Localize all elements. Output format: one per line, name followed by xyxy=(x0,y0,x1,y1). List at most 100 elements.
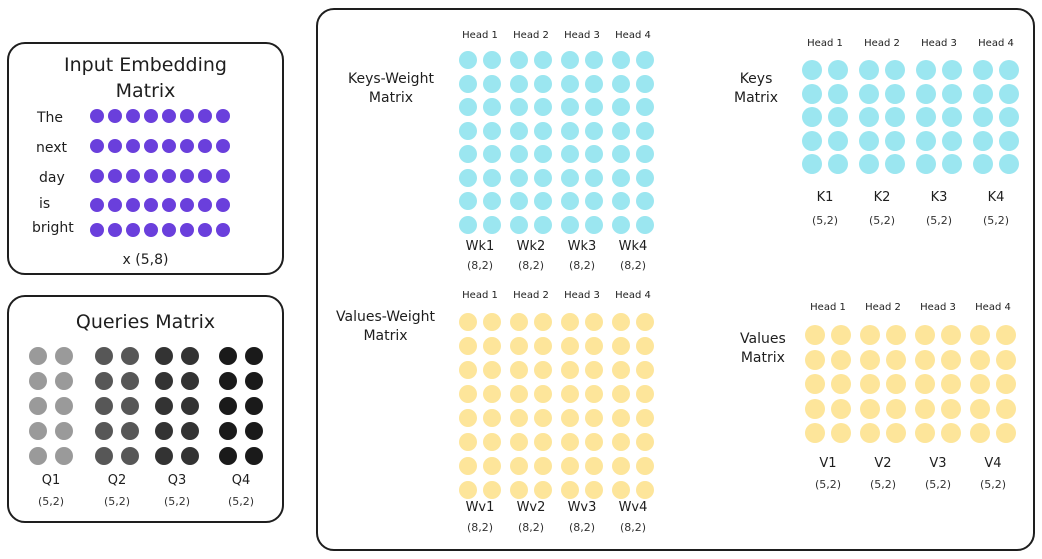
values-weight-dot xyxy=(561,361,579,379)
values-weight-dot xyxy=(483,457,501,475)
token-word: bright xyxy=(32,220,74,236)
input-embedding-title: Input Embedding Matrix xyxy=(9,52,282,104)
keys-weight-dot xyxy=(612,145,630,163)
head-label: Head 1 xyxy=(462,290,498,301)
keys-dot xyxy=(802,83,822,104)
keys-weight-dot xyxy=(459,168,477,187)
values-dot xyxy=(941,423,961,443)
values-label: V3 xyxy=(929,456,947,471)
embedding-dot xyxy=(198,139,212,153)
values-dot xyxy=(915,349,935,370)
values-dot xyxy=(860,374,880,394)
query-dot xyxy=(245,347,263,365)
values-weight-label: Wv4 xyxy=(618,500,648,515)
keys-dot xyxy=(828,107,848,127)
values-weight-dot xyxy=(561,433,579,451)
values-weight-dot xyxy=(636,457,654,475)
keys-weight-shape: (8,2) xyxy=(619,259,647,272)
query-dot xyxy=(55,347,73,365)
keys-weight-dot xyxy=(459,215,477,234)
values-weight-dot xyxy=(585,313,603,331)
values-title: Values Matrix xyxy=(740,330,786,368)
values-dot xyxy=(970,374,990,394)
input-shape-label: x (5,8) xyxy=(122,252,169,268)
keys-weight-dot xyxy=(636,168,654,187)
query-dot xyxy=(155,347,173,365)
query-dot xyxy=(219,447,237,465)
query-dot xyxy=(155,397,173,415)
query-dot xyxy=(121,397,139,415)
keys-label: K1 xyxy=(816,190,834,205)
values-weight-dot xyxy=(459,457,477,475)
keys-weight-dot xyxy=(561,215,579,234)
keys-dot xyxy=(885,107,905,127)
query-shape: (5,2) xyxy=(227,495,255,508)
values-weight-dot xyxy=(561,337,579,355)
values-weight-dot xyxy=(534,385,552,403)
keys-dot xyxy=(942,83,962,104)
embedding-dot xyxy=(198,198,212,212)
values-weight-shape: (8,2) xyxy=(517,521,545,534)
query-dot xyxy=(121,372,139,390)
keys-weight-label: Wk1 xyxy=(465,239,495,254)
query-dot xyxy=(55,422,73,440)
values-weight-dot xyxy=(636,433,654,451)
values-weight-shape: (8,2) xyxy=(568,521,596,534)
query-dot xyxy=(245,422,263,440)
query-shape: (5,2) xyxy=(163,495,191,508)
keys-dot xyxy=(916,60,936,80)
embedding-dot xyxy=(126,169,140,183)
query-dot xyxy=(155,422,173,440)
keys-weight-dot xyxy=(483,74,501,93)
values-weight-dot xyxy=(534,409,552,427)
keys-weight-dot xyxy=(459,192,477,210)
input-embedding-title-line1: Input Embedding xyxy=(63,54,227,76)
keys-weight-dot xyxy=(561,98,579,116)
embedding-dot xyxy=(216,139,230,153)
values-weight-label: Wv2 xyxy=(516,500,546,515)
values-weight-dot xyxy=(585,385,603,403)
query-dot xyxy=(29,372,47,390)
embedding-dot xyxy=(162,223,176,237)
values-dot xyxy=(941,349,961,370)
embedding-dot xyxy=(162,139,176,153)
values-weight-dot xyxy=(483,433,501,451)
token-word: day xyxy=(39,170,65,186)
embedding-dot xyxy=(144,198,158,212)
keys-weight-dot xyxy=(483,145,501,163)
embedding-dot xyxy=(180,198,194,212)
values-dot xyxy=(831,398,851,419)
keys-dot xyxy=(859,130,879,151)
keys-weight-dot xyxy=(483,51,501,69)
values-shape: (5,2) xyxy=(814,478,842,491)
values-weight-dot xyxy=(534,361,552,379)
keys-dot xyxy=(885,83,905,104)
keys-weight-dot xyxy=(510,145,528,163)
embedding-dot xyxy=(90,139,104,153)
values-weight-dot xyxy=(612,361,630,379)
keys-weight-label: Wk2 xyxy=(516,239,546,254)
keys-dot xyxy=(999,130,1019,151)
values-weight-dot xyxy=(483,361,501,379)
keys-title-line1: Keys xyxy=(739,71,773,87)
keys-dot xyxy=(942,107,962,127)
embedding-dot xyxy=(90,169,104,183)
keys-weight-dot xyxy=(612,168,630,187)
token-word: The xyxy=(37,110,64,126)
values-dot xyxy=(970,423,990,443)
values-dot xyxy=(831,423,851,443)
values-shape: (5,2) xyxy=(869,478,897,491)
keys-weight-dot xyxy=(510,192,528,210)
keys-weight-dot xyxy=(561,145,579,163)
query-dot xyxy=(181,422,199,440)
keys-weight-dot xyxy=(585,215,603,234)
keys-dot xyxy=(973,154,993,174)
keys-weight-title-line2: Matrix xyxy=(368,90,413,106)
keys-shape: (5,2) xyxy=(811,214,839,227)
values-weight-dot xyxy=(510,457,528,475)
values-dot xyxy=(970,398,990,419)
keys-weight-title: Keys-Weight Matrix xyxy=(348,70,434,108)
keys-weight-dot xyxy=(561,121,579,140)
query-dot xyxy=(245,372,263,390)
head-label: Head 4 xyxy=(975,302,1011,313)
